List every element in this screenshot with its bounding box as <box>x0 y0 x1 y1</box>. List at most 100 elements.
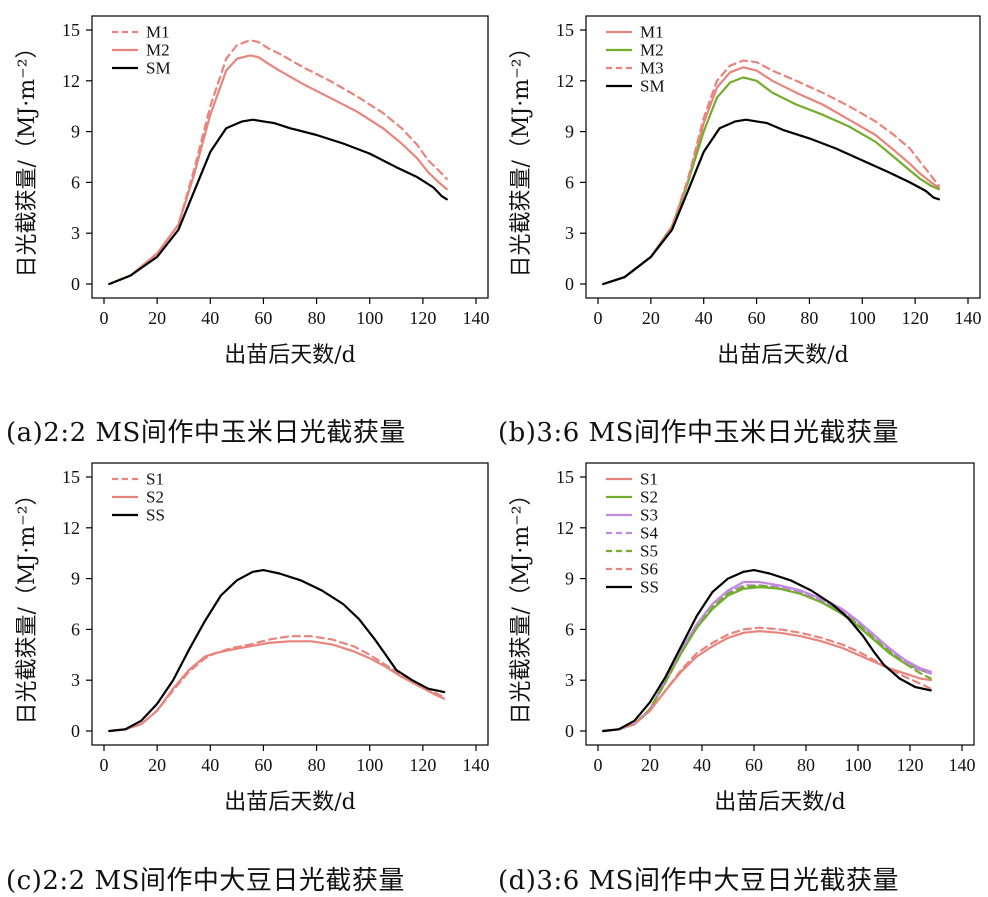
series-line-ss <box>602 568 932 733</box>
y-tick-label: 6 <box>565 172 574 192</box>
legend-label: S5 <box>640 542 658 561</box>
x-tick-label: 140 <box>955 308 982 328</box>
y-tick-label: 12 <box>62 71 80 91</box>
x-tick-label: 40 <box>201 308 219 328</box>
x-tick-label: 60 <box>748 308 766 328</box>
x-tick-label: 40 <box>693 755 711 775</box>
legend-label: S1 <box>640 470 658 489</box>
x-tick-label: 80 <box>308 755 326 775</box>
x-tick-label: 100 <box>849 308 876 328</box>
series-line-ss <box>108 568 446 733</box>
x-tick-label: 60 <box>254 308 272 328</box>
series-line-s1 <box>108 635 446 733</box>
y-tick-label: 12 <box>556 71 574 91</box>
y-tick-label: 15 <box>556 20 574 40</box>
x-tick-label: 0 <box>594 755 603 775</box>
legend-label: S6 <box>640 560 658 579</box>
legend-label: M1 <box>146 23 170 42</box>
x-axis-label: 出苗后天数/d <box>717 343 849 368</box>
y-tick-label: 15 <box>556 467 574 487</box>
x-tick-label: 60 <box>254 755 272 775</box>
legend-label: SM <box>146 59 171 78</box>
y-tick-label: 9 <box>71 569 80 589</box>
x-tick-label: 20 <box>642 308 660 328</box>
legend-label: M2 <box>146 41 170 60</box>
plot-frame <box>585 15 981 299</box>
x-tick-label: 0 <box>100 755 109 775</box>
y-tick-label: 3 <box>565 223 574 243</box>
series-line-sm <box>602 118 940 286</box>
y-tick-label: 12 <box>556 518 574 538</box>
legend-label: S2 <box>640 488 658 507</box>
x-tick-label: 100 <box>356 308 383 328</box>
legend-label: SS <box>640 578 659 597</box>
legend-label: S1 <box>146 470 164 489</box>
x-tick-label: 0 <box>100 308 109 328</box>
y-tick-label: 15 <box>62 20 80 40</box>
x-tick-label: 40 <box>201 755 219 775</box>
legend-label: M1 <box>640 23 664 42</box>
y-tick-label: 9 <box>565 122 574 142</box>
chart-panel-3: 0 20 40 60 80 100 120 140 0 3 6 9 12 15 出苗后天数/d 日光截获量/（… <box>509 462 976 815</box>
x-axis-label: 出苗后天数/d <box>714 790 846 815</box>
y-tick-label: 3 <box>565 670 574 690</box>
x-tick-label: 120 <box>409 308 436 328</box>
panel-caption: (b)3:6 MS间作中玉米日光截获量 <box>498 418 899 448</box>
chart-panel-1: 0 20 40 60 80 100 120 140 0 3 6 9 12 15 出苗后天数/d 日光截获量/（… <box>509 15 982 368</box>
x-tick-label: 80 <box>797 755 815 775</box>
y-axis-label: 日光截获量/（MJ·m⁻²） <box>509 36 534 277</box>
y-tick-label: 12 <box>62 518 80 538</box>
x-tick-label: 60 <box>745 755 763 775</box>
series-line-m3 <box>602 59 940 286</box>
x-tick-label: 40 <box>695 308 713 328</box>
y-tick-label: 6 <box>565 619 574 639</box>
y-tick-label: 3 <box>71 223 80 243</box>
legend-label: S3 <box>640 506 658 525</box>
y-axis-label: 日光截获量/（MJ·m⁻²） <box>15 483 40 724</box>
y-tick-label: 15 <box>62 467 80 487</box>
x-tick-label: 120 <box>409 755 436 775</box>
x-tick-label: 20 <box>148 755 166 775</box>
x-tick-label: 20 <box>641 755 659 775</box>
y-tick-label: 0 <box>71 721 80 741</box>
x-tick-label: 80 <box>800 308 818 328</box>
x-tick-label: 140 <box>463 755 490 775</box>
y-tick-label: 0 <box>565 274 574 294</box>
x-tick-label: 100 <box>845 755 872 775</box>
x-tick-label: 100 <box>356 755 383 775</box>
panel-caption: (a)2:2 MS间作中玉米日光截获量 <box>6 418 406 448</box>
y-tick-label: 9 <box>71 122 80 142</box>
chart-panel-2: 0 20 40 60 80 100 120 140 0 3 6 9 12 15 出苗后天数/d 日光截获量/（… <box>15 462 490 815</box>
y-tick-label: 6 <box>71 619 80 639</box>
legend-label: S2 <box>146 488 164 507</box>
legend-label: SM <box>640 77 665 96</box>
x-tick-label: 80 <box>308 308 326 328</box>
x-tick-label: 120 <box>902 308 929 328</box>
legend-label: SS <box>146 506 165 525</box>
x-axis-label: 出苗后天数/d <box>224 343 356 368</box>
x-axis-label: 出苗后天数/d <box>224 790 356 815</box>
y-tick-label: 3 <box>71 670 80 690</box>
panel-caption: (d)3:6 MS间作中大豆日光截获量 <box>498 866 899 896</box>
x-tick-label: 140 <box>463 308 490 328</box>
plot-frame <box>585 462 975 746</box>
y-tick-label: 9 <box>565 569 574 589</box>
panel-caption: (c)2:2 MS间作中大豆日光截获量 <box>6 866 405 896</box>
series-line-s2 <box>108 640 446 733</box>
plot-frame <box>91 15 489 299</box>
y-tick-label: 6 <box>71 172 80 192</box>
y-tick-label: 0 <box>71 274 80 294</box>
x-tick-label: 0 <box>594 308 603 328</box>
y-tick-label: 0 <box>565 721 574 741</box>
series-line-s5 <box>602 584 932 733</box>
x-tick-label: 20 <box>148 308 166 328</box>
series-line-sm <box>108 118 448 286</box>
x-tick-label: 120 <box>897 755 924 775</box>
y-axis-label: 日光截获量/（MJ·m⁻²） <box>15 36 40 277</box>
legend-label: M2 <box>640 41 664 60</box>
chart-panel-0: 0 20 40 60 80 100 120 140 0 3 6 9 12 15 出苗后天数/d 日光截获量/（… <box>15 15 490 368</box>
y-axis-label: 日光截获量/（MJ·m⁻²） <box>509 483 534 724</box>
series-line-m2 <box>108 54 448 286</box>
x-tick-label: 140 <box>949 755 976 775</box>
